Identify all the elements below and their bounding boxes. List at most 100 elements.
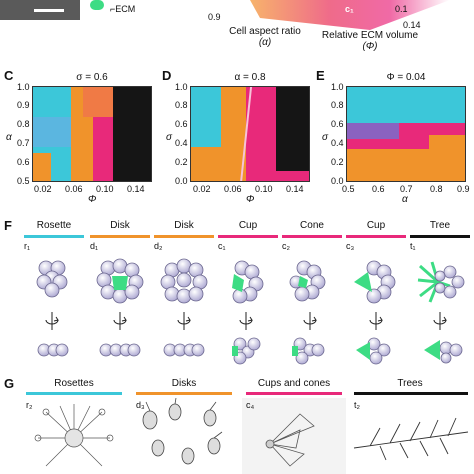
c-region-cup-upper [83,87,113,117]
panel-e-heatmap [346,86,466,182]
top-corner-label: c₁ [345,4,354,14]
shape-color-bar [24,235,84,238]
shape-label: Cone [300,220,324,231]
panel-e-xtick: 0.7 [400,184,413,194]
shape-label: Tree [429,220,451,231]
e-region-rosette-blend [347,123,399,139]
ecm-volume-axis-title: Relative ECM volume (Φ) [321,30,419,52]
top-tick-01: 0.1 [395,4,408,14]
c-region-disk-corner [33,153,51,181]
shape-sub: r₁ [24,241,31,251]
group-label: Rosettes [54,378,94,389]
ecm-legend-label: ⌐ECM [110,4,136,14]
panel-c-ytick: 0.7 [17,138,30,148]
group-color-bar [354,392,468,395]
panel-e-xlabel: α [402,194,408,205]
panel-d-ytick: 0.6 [175,119,188,129]
shape-color-bar [218,235,278,238]
panel-d-xtick: 0.06 [224,184,242,194]
tree-t1-top-view [417,261,465,303]
shape-sub: c₁ [218,241,226,251]
panel-e-ytick: 0.4 [331,138,344,148]
panel-e-xtick: 0.9 [457,184,470,194]
panel-c-heatmap [32,86,152,182]
panel-e-ytick: 1.0 [331,82,344,92]
shape-label: Cup [366,220,386,231]
d-region-tree [276,87,309,171]
c-region-tree [113,87,151,181]
group-color-bar [246,392,342,395]
cup-c3-top-view [354,260,396,304]
panel-c-xtick: 0.10 [96,184,114,194]
panel-c-xtick: 0.02 [34,184,52,194]
panel-c-title: σ = 0.6 [76,72,108,83]
group-color-bar [136,392,232,395]
e-region-rosette [347,87,465,123]
panel-d-ytick: 0.8 [175,100,188,110]
panel-e-ylabel: σ [322,132,329,143]
panel-e-ytick: 0.8 [331,100,344,110]
tree-drawing [353,417,469,461]
panel-c-xtick: 0.14 [127,184,145,194]
panel-d-xtick: 0.10 [255,184,273,194]
disk-d2-top-view [160,258,208,304]
panel-d-ylabel: σ [166,132,173,143]
panel-e-xtick: 0.6 [372,184,385,194]
shape-sub: t₁ [410,241,416,251]
shape-color-bar [154,235,214,238]
cell-cluster-diagrams [36,258,465,365]
ecm-legend-icon [90,0,104,10]
panel-c-ytick: 0.6 [17,157,30,167]
panel-e-ytick: 0.0 [331,176,344,186]
panel-c-letter: C [4,68,14,83]
group-sub: r₂ [26,400,33,410]
rosette-drawing [34,404,114,467]
panel-e-letter: E [316,68,325,83]
group-sub: d₃ [136,400,145,410]
top-tick-014: 0.14 [403,20,421,30]
panel-e-title: Φ = 0.04 [386,72,426,83]
shape-color-bar [90,235,150,238]
group-sub: t₂ [354,400,360,410]
shape-label: Disk [174,220,194,231]
panel-d-heatmap [190,86,310,182]
panel-d-xlabel: Φ [246,194,255,205]
e-region-disk [347,149,465,181]
group-label: Disks [171,378,197,389]
shape-sub: c₂ [282,241,290,251]
group-sub: c₄ [246,400,255,410]
disk-d1-top-view [96,258,144,304]
rotation-arrows [45,312,447,330]
panel-c-ytick: 1.0 [17,82,30,92]
panel-e-ytick: 0.6 [331,119,344,129]
panel-c-ytick: 0.9 [17,100,30,110]
panel-g-letter: G [4,376,15,391]
organism-drawings [34,398,469,474]
panel-d-title: α = 0.8 [234,72,266,83]
panel-d-ytick: 0.2 [175,157,188,167]
top-tick-09: 0.9 [208,12,221,22]
panel-c-ylabel: α [6,132,12,143]
panel-c-xlabel: Φ [88,194,97,205]
shape-sub: c₃ [346,241,355,251]
panel-c-ytick: 0.5 [17,176,30,186]
shape-color-bar [282,235,342,238]
rosette-top-view [36,260,68,298]
panel-e-ytick: 0.2 [331,157,344,167]
cone-c2-top-view [289,260,326,302]
side-views [37,337,463,365]
panel-d-ytick: 0.4 [175,138,188,148]
c-region-rosette-blend [33,117,71,147]
shape-label: Cup [238,220,258,231]
group-label: Trees [397,378,423,389]
panel-f-letter: F [4,218,12,233]
panel-d-xtick: 0.02 [193,184,211,194]
shape-color-bar [346,235,406,238]
scale-bar [34,9,64,12]
panel-d-letter: D [162,68,172,83]
cup-c1-top-view [232,260,264,304]
panel-e-xtick: 0.5 [342,184,355,194]
shape-label: Rosette [36,220,72,231]
shape-label: Disk [110,220,130,231]
shape-color-bar [410,235,470,238]
